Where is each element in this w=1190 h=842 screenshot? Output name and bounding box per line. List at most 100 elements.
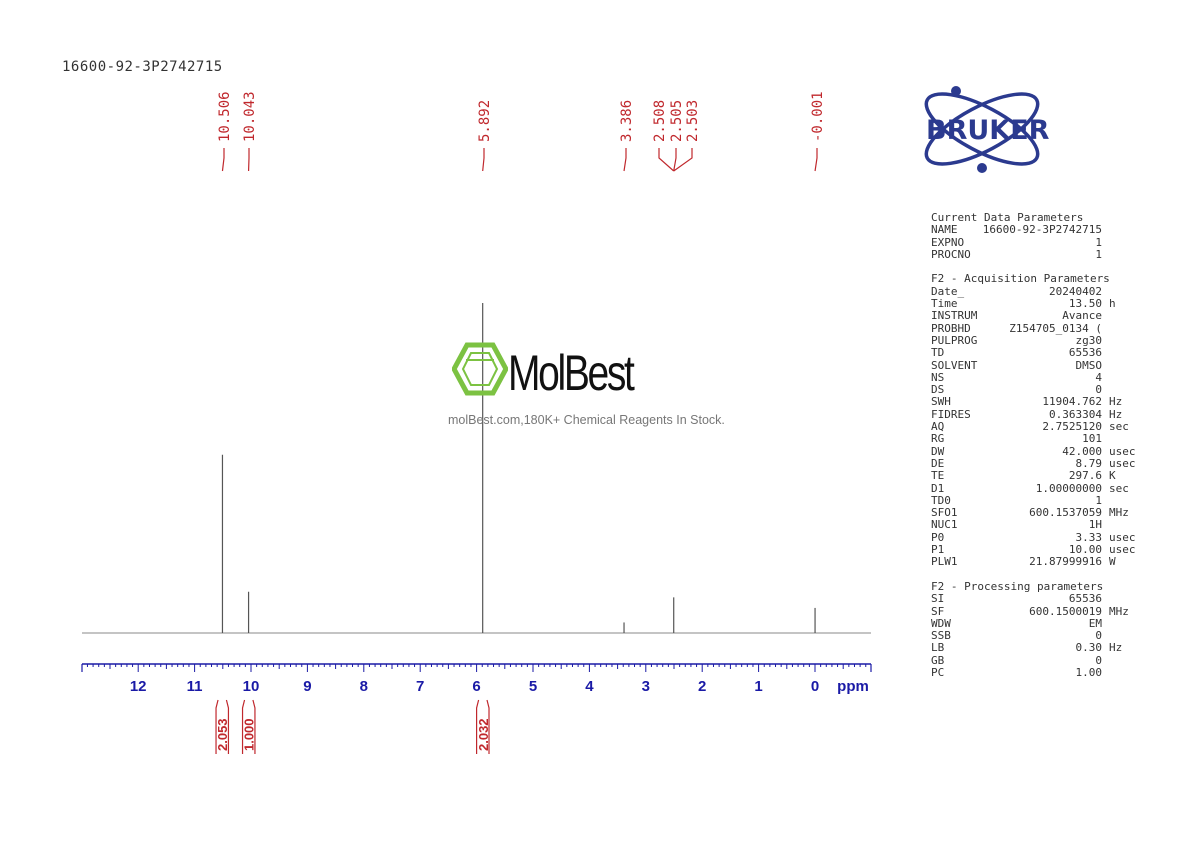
parameter-row: Time 13.50 h <box>931 297 1116 311</box>
parameter-value: DMSO <box>1075 358 1103 372</box>
parameter-value: 1.00 <box>1075 665 1103 679</box>
parameter-key: WDW <box>931 616 951 630</box>
x-axis-tick-label: 11 <box>187 678 203 695</box>
molbest-hexagon-icon <box>452 342 508 396</box>
parameter-key: FIDRES <box>931 407 971 421</box>
parameter-row: RG 101 <box>931 432 1110 446</box>
x-axis-tick-label: 5 <box>529 678 537 695</box>
parameter-value: 65536 <box>1068 346 1102 360</box>
parameter-unit: sec <box>1109 420 1129 434</box>
parameter-row: PULPROG zg30 <box>931 333 1110 347</box>
processing-parameters: F2 - Processing parameters SI 65536 SF 600.… <box>931 579 1129 679</box>
parameter-value: 0 <box>1095 629 1102 643</box>
peak-label-connector <box>221 148 225 172</box>
parameter-row: TD 65536 <box>931 346 1110 360</box>
parameters-panel: Current Data Parameters NAME 16600-92-3P2… <box>931 211 1136 692</box>
parameter-row: EXPNO 1 <box>931 235 1110 249</box>
parameter-key: TD <box>931 346 945 360</box>
bruker-logo-text: BRUKER <box>926 115 1050 146</box>
parameter-value: 11904.762 <box>1042 395 1102 409</box>
parameter-value: EM <box>1088 616 1102 630</box>
x-axis-tick-label: 3 <box>642 678 650 695</box>
parameter-value: 297.6 <box>1068 469 1102 483</box>
parameter-key: INSTRUM <box>931 309 978 323</box>
x-axis-tick-label: 7 <box>416 678 424 695</box>
parameter-row: NUC1 1H <box>931 518 1110 532</box>
parameter-row: SSB 0 <box>931 629 1110 643</box>
parameter-value: 0 <box>1095 653 1102 667</box>
x-axis-tick-label: 8 <box>360 678 368 695</box>
parameter-key: EXPNO <box>931 235 965 249</box>
parameter-value: 1.00000000 <box>1035 481 1102 495</box>
parameter-row: WDW EM <box>931 616 1110 630</box>
parameter-key: SWH <box>931 395 951 409</box>
parameter-value: 1H <box>1088 518 1102 532</box>
parameter-unit: Hz <box>1109 641 1123 655</box>
parameter-key: SSB <box>931 629 951 643</box>
molbest-tagline: molBest.com,180K+ Chemical Reagents In S… <box>448 413 725 427</box>
parameter-row: SI 65536 <box>931 592 1110 605</box>
integral-value: 2.032 <box>476 718 491 751</box>
peak-label: 2.508 <box>652 100 668 142</box>
parameter-key: PLW1 <box>931 555 958 569</box>
peak-label: 10.506 <box>217 91 233 142</box>
parameter-value: 0 <box>1095 383 1102 397</box>
parameter-value: 600.1500019 <box>1029 604 1102 618</box>
parameter-row: D1 1.00000000 sec <box>931 481 1129 495</box>
parameter-value: 3.33 <box>1075 530 1103 544</box>
parameter-unit: Hz <box>1109 407 1123 421</box>
parameter-value: 13.50 <box>1068 297 1102 311</box>
x-axis-tick-label: 1 <box>754 678 762 695</box>
parameter-key: D1 <box>931 481 945 495</box>
parameter-unit: h <box>1109 297 1116 311</box>
parameter-value: zg30 <box>1075 333 1103 347</box>
integral-bracket <box>215 699 230 754</box>
peak-label: -0.001 <box>810 91 826 142</box>
parameter-row: AQ 2.7525120 sec <box>931 420 1129 434</box>
peak-label-connector <box>658 148 675 172</box>
parameter-value: 8.79 <box>1075 456 1103 470</box>
parameter-key: RG <box>931 432 945 446</box>
parameter-key: SFO1 <box>931 506 958 520</box>
parameter-value: 600.1537059 <box>1029 506 1102 520</box>
parameter-row: PROBHD Z154705_0134 ( <box>931 321 1110 335</box>
parameter-key: NS <box>931 370 945 384</box>
processing-parameters-heading: F2 - Processing parameters <box>931 579 1104 593</box>
parameter-unit: Hz <box>1109 395 1123 409</box>
peak-label-connector <box>623 148 627 172</box>
parameter-row: NS 4 <box>931 370 1110 384</box>
parameter-row: LB 0.30 Hz <box>931 641 1122 655</box>
peak-label-connector <box>673 148 693 172</box>
integral-value: 2.053 <box>215 718 230 751</box>
molbest-brand: MolBest <box>508 345 635 401</box>
parameter-row: SFO1 600.1537059 MHz <box>931 506 1129 520</box>
parameter-value: Avance <box>1062 309 1102 323</box>
parameter-value: 0.30 <box>1075 641 1103 655</box>
parameter-unit: usec <box>1109 456 1136 470</box>
peak-label-connector <box>814 148 818 172</box>
parameter-key: PROBHD <box>931 321 971 335</box>
x-axis-tick-label: 2 <box>698 678 706 695</box>
parameter-value: 1 <box>1095 493 1102 507</box>
current-parameters-heading: Current Data Parameters <box>931 211 1084 224</box>
parameter-value: Z154705_0134 ( <box>1009 321 1102 335</box>
parameter-unit: sec <box>1109 481 1129 495</box>
parameter-key: PULPROG <box>931 333 978 347</box>
bruker-logo: BRUKER <box>924 86 1050 173</box>
parameter-key: AQ <box>931 420 945 434</box>
parameter-key: P1 <box>931 543 945 557</box>
parameter-key: NAME <box>931 223 958 237</box>
parameter-row: Date_ 20240402 <box>931 284 1110 298</box>
parameter-value: 2.7525120 <box>1042 420 1102 434</box>
parameter-value: 20240402 <box>1049 284 1102 298</box>
peak-label: 10.043 <box>242 91 258 142</box>
parameter-row: PLW1 21.87999916 W <box>931 555 1116 569</box>
parameter-unit: K <box>1109 469 1116 483</box>
peak-label-connector <box>673 148 677 172</box>
parameter-row: P1 10.00 usec <box>931 543 1136 557</box>
parameter-value: 4 <box>1095 370 1102 384</box>
parameter-value: 0.363304 <box>1049 407 1102 421</box>
parameter-value: 1 <box>1095 247 1102 261</box>
x-axis-tick-label: 4 <box>585 678 594 695</box>
x-axis-tick-label: 10 <box>243 678 260 695</box>
